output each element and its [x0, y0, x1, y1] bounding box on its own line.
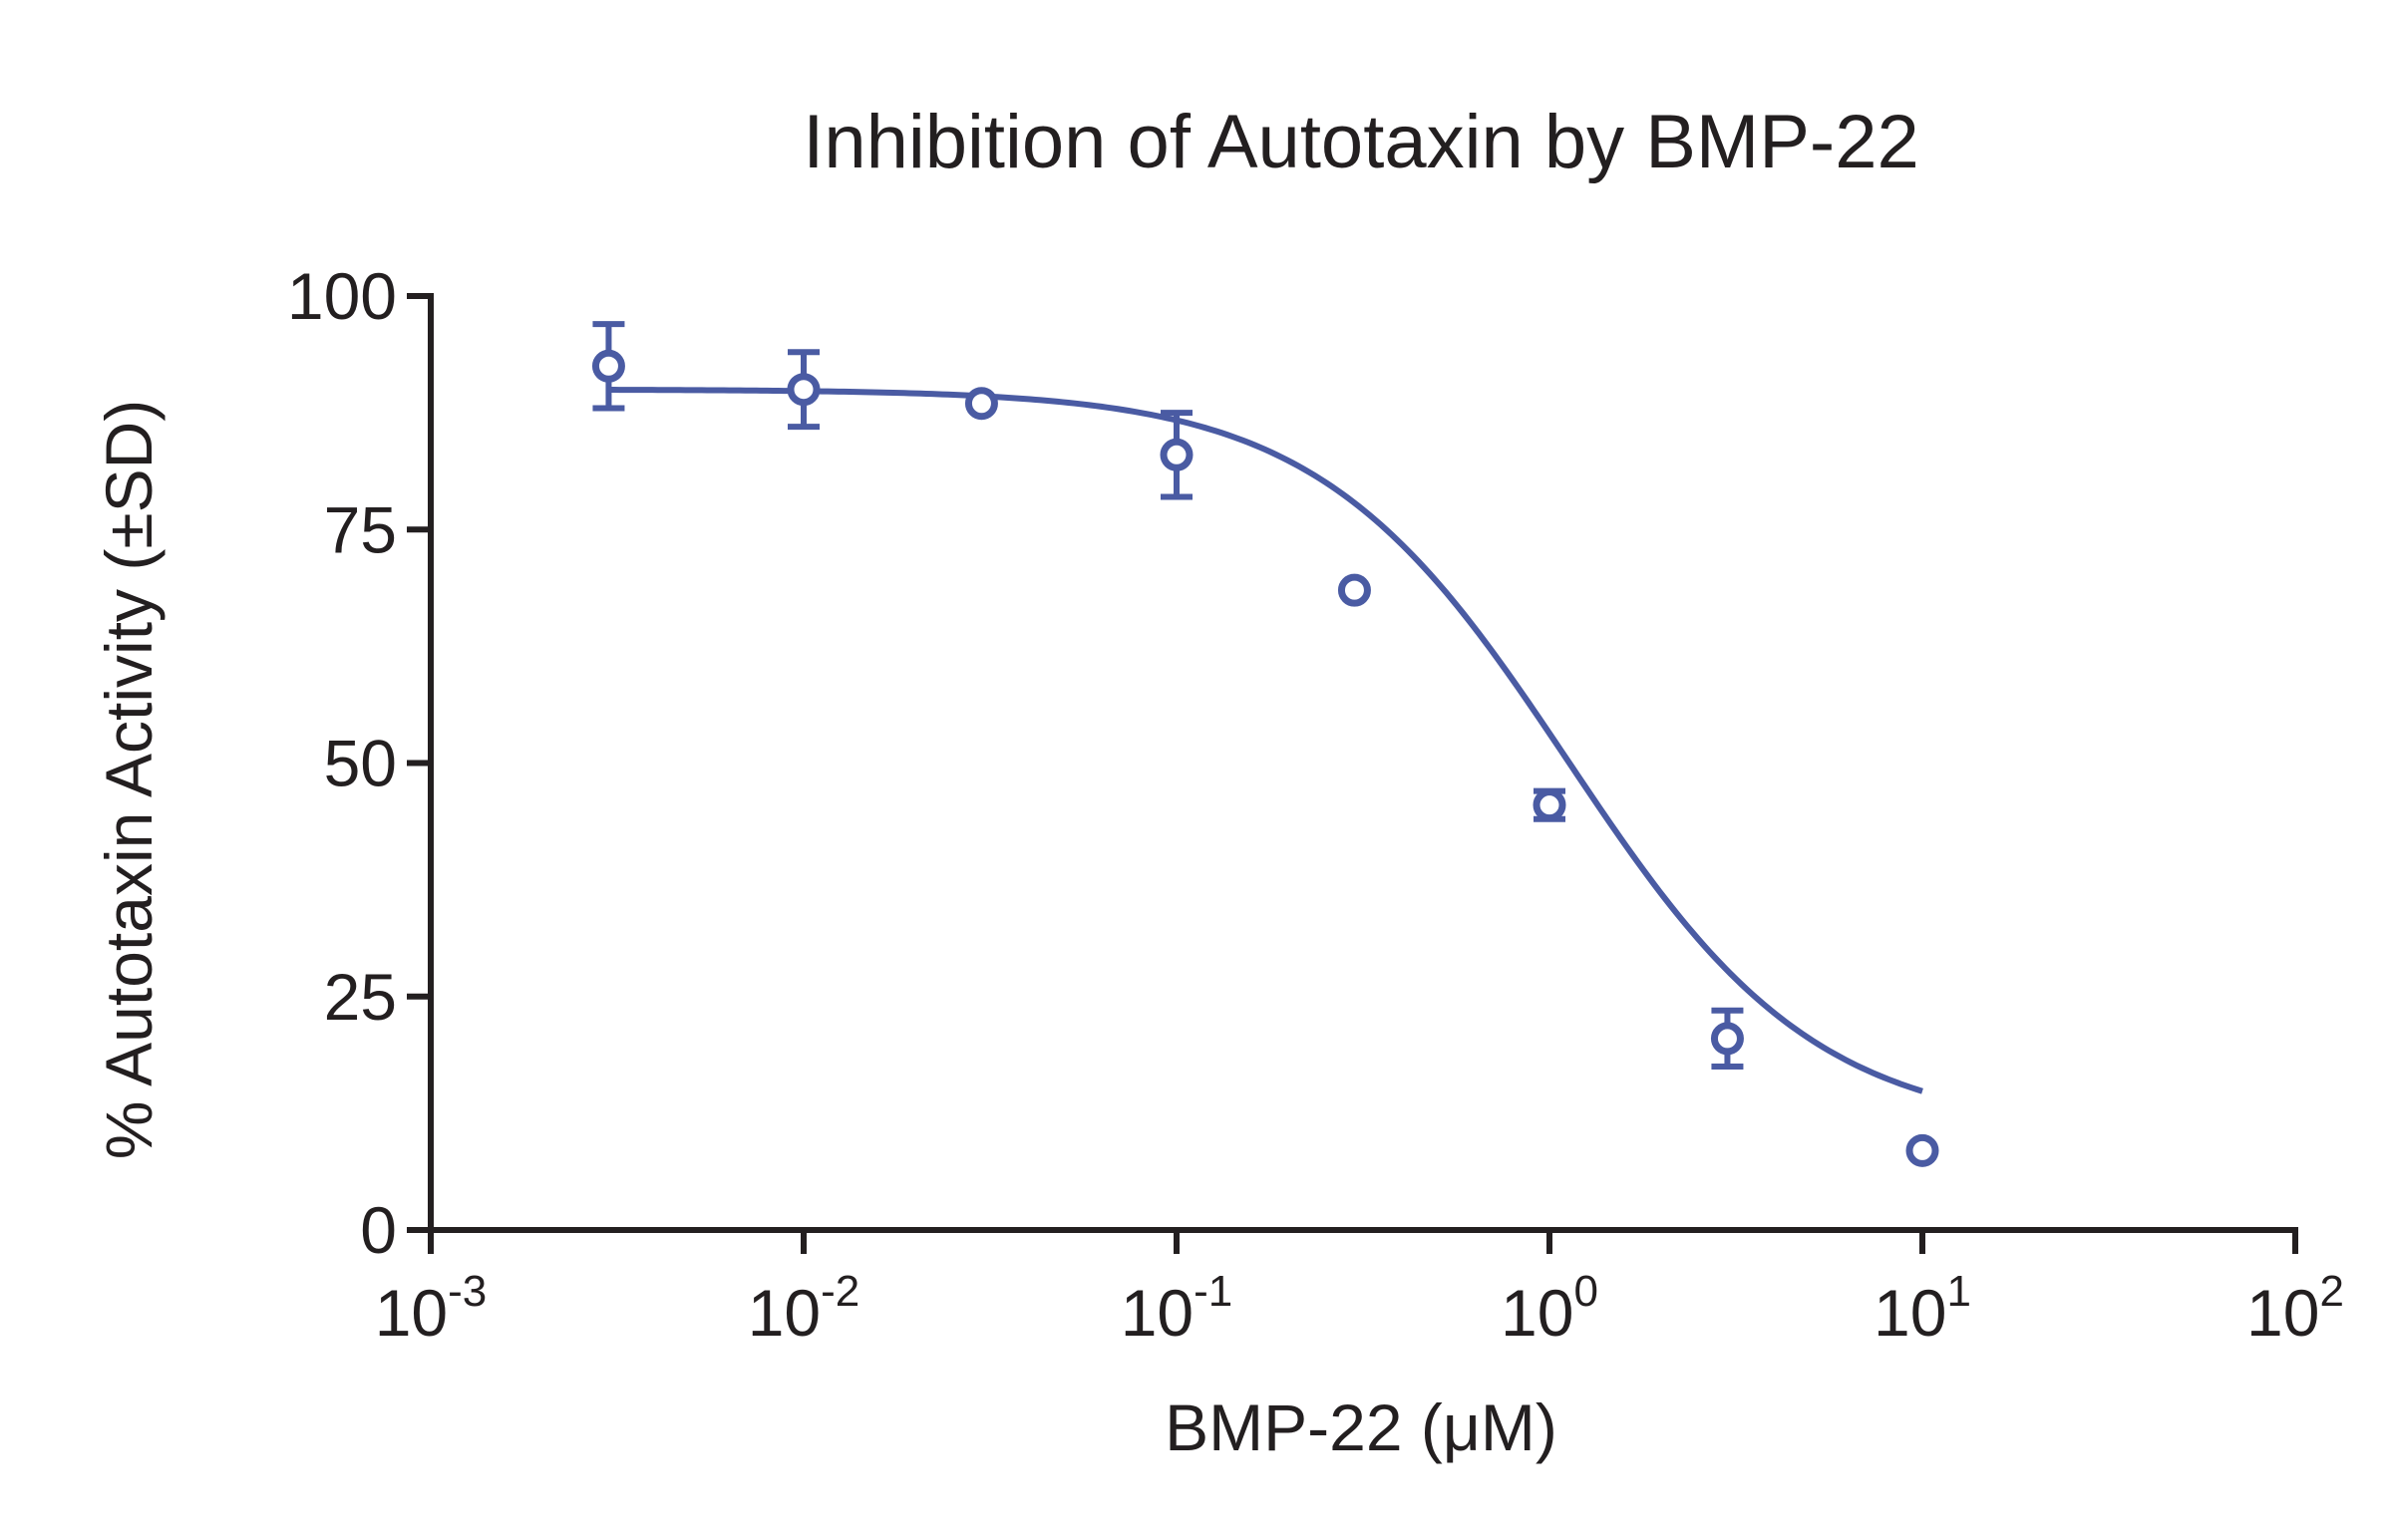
x-axis-label: BMP-22 (μM) [1165, 1390, 1557, 1464]
x-tick-exponent: 2 [2319, 1267, 2343, 1316]
data-point [787, 373, 821, 407]
y-tick-label: 75 [324, 492, 397, 566]
y-tick-label: 25 [324, 960, 397, 1034]
y-ticks: 0 25 50 75 100 [287, 259, 431, 1267]
fit-curve [608, 387, 1923, 1094]
data-point [1533, 788, 1566, 822]
data-points [591, 321, 1939, 1167]
x-tick-label: 102 [2246, 1267, 2344, 1350]
x-tick-label: 101 [1874, 1267, 1971, 1350]
x-tick-label: 10-2 [748, 1267, 860, 1350]
x-tick-label: 10-3 [375, 1267, 488, 1350]
data-point [1710, 1022, 1744, 1056]
x-ticks: 10-3 10-2 10-1 100 101 102 [375, 1230, 2344, 1350]
x-tick-base: 10 [2246, 1276, 2319, 1350]
x-tick-exponent: 1 [1946, 1267, 1970, 1316]
x-tick-base: 10 [1501, 1276, 1573, 1350]
y-tick-label: 100 [287, 259, 397, 333]
x-tick-label: 10-1 [1121, 1267, 1233, 1350]
x-tick-label: 100 [1501, 1267, 1598, 1350]
x-tick-exponent: -2 [821, 1267, 859, 1316]
y-tick-label: 0 [360, 1193, 397, 1267]
x-tick-exponent: -1 [1194, 1267, 1232, 1316]
y-tick-label: 50 [324, 727, 397, 800]
x-tick-base: 10 [375, 1276, 448, 1350]
x-tick-exponent: 0 [1573, 1267, 1597, 1316]
data-point [1160, 438, 1194, 471]
data-point [591, 349, 625, 383]
data-point [1337, 573, 1371, 607]
x-tick-base: 10 [1874, 1276, 1946, 1350]
data-point [1905, 1133, 1939, 1167]
x-tick-exponent: -3 [448, 1267, 487, 1316]
x-tick-base: 10 [748, 1276, 821, 1350]
x-tick-base: 10 [1121, 1276, 1194, 1350]
y-axis-label: % Autotaxin Activity (±SD) [92, 400, 166, 1159]
chart-title: Inhibition of Autotaxin by BMP-22 [803, 100, 1919, 184]
data-point [964, 387, 998, 421]
